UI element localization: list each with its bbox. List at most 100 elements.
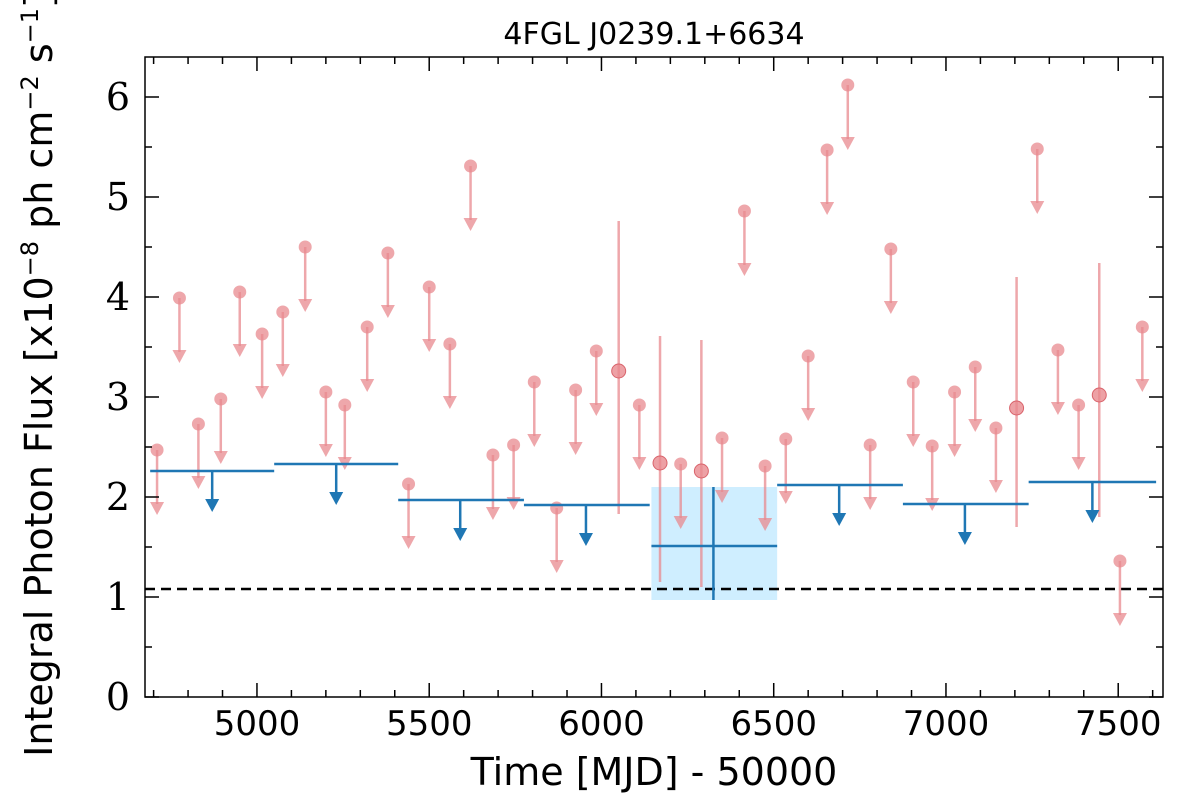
long-bin-upper-limit-arrow [329,492,344,505]
short-bin-upper-limit-point [527,375,541,389]
y-tick-label: 5 [106,175,130,219]
short-bin-upper-limit-point [989,421,1003,435]
short-bin-upper-limit-arrow [485,507,500,520]
short-bin-upper-limit-point [255,327,269,341]
short-bin-upper-limit-point [674,457,688,471]
chart-title: 4FGL J0239.1+6634 [503,17,804,52]
y-axis-label-units: ph cm [17,111,61,241]
short-bin-upper-limit-point [381,246,395,260]
short-bin-upper-limit-point [1072,398,1086,412]
short-bin-upper-limit-arrow [298,299,313,312]
short-bin-upper-limit-point [758,459,772,473]
short-bin-upper-limit-arrow [1030,201,1045,214]
y-tick-label: 2 [106,475,130,519]
short-bin-upper-limit-arrow [527,434,542,447]
short-bin-upper-limit-arrow [801,408,816,421]
x-tick-label: 6500 [730,704,817,744]
long-bin-upper-limit-arrow [832,513,847,526]
short-bin-upper-limit-arrow [883,301,898,314]
short-bin-upper-limit-point [233,285,247,299]
x-tick-label: 7000 [903,704,990,744]
short-bin-upper-limit-point [632,398,646,412]
short-bin-upper-limit-arrow [1071,457,1086,470]
short-bin-upper-limit-arrow [1050,402,1065,415]
short-bin-upper-limit-arrow [255,386,270,399]
short-bin-upper-limit-point [422,280,436,294]
long-bin-upper-limit-arrow [1085,510,1100,523]
short-bin-upper-limit-point [1030,142,1044,156]
short-bin-upper-limit-point [589,344,603,358]
y-tick-label: 0 [106,675,130,719]
short-bin-upper-limit-arrow [463,218,478,231]
short-bin-upper-limit-arrow [275,364,290,377]
short-bin-upper-limit-arrow [172,350,187,363]
short-bin-detection-point [1009,400,1025,416]
y-tick-label: 1 [106,575,130,619]
short-bin-upper-limit-arrow [968,419,983,432]
y-axis-label: Integral Photon Flux [x10−8 ph cm−2 s−1] [16,0,61,757]
short-bin-detection-point [1091,387,1107,403]
short-bin-upper-limit-point [820,143,834,157]
short-bin-detection-point [693,463,709,479]
short-bin-upper-limit-arrow [820,202,835,215]
short-bin-upper-limit-arrow [442,396,457,409]
short-bin-upper-limit-arrow [380,305,395,318]
short-bin-upper-limit-arrow [840,137,855,150]
short-bin-upper-limit-arrow [906,434,921,447]
y-tick-label: 4 [106,275,130,319]
short-bin-detection-point [611,363,627,379]
short-bin-upper-limit-point [801,349,815,363]
short-bin-upper-limit-point [715,431,729,445]
short-bin-upper-limit-arrow [191,476,206,489]
y-axis-label-exponent-1: −8 [16,241,44,276]
x-tick-label: 5500 [386,704,473,744]
short-bin-upper-limit-point [486,448,500,462]
short-bin-upper-limit-arrow [318,444,333,457]
short-bin-upper-limit-point [737,204,751,218]
y-axis-label-close: ] [17,0,61,8]
short-bin-upper-limit-point [507,438,521,452]
short-bin-upper-limit-point [402,477,416,491]
short-bin-upper-limit-arrow [947,444,962,457]
short-bin-upper-limit-arrow [673,516,688,529]
short-bin-upper-limit-point [884,242,898,256]
short-bin-upper-limit-arrow [988,480,1003,493]
short-bin-upper-limit-arrow [213,451,228,464]
short-bin-upper-limit-point [443,337,457,351]
x-axis-label: Time [MJD] - 50000 [470,750,838,794]
short-bin-upper-limit-arrow [1135,379,1150,392]
short-bin-upper-limit-arrow [632,457,647,470]
short-bin-upper-limit-point [150,443,164,457]
short-bin-upper-limit-arrow [401,536,416,549]
short-bin-upper-limit-point [172,291,186,305]
y-axis-label-main: Integral Photon Flux [x10 [17,276,61,757]
short-bin-upper-limit-point [863,438,877,452]
y-axis-label-seconds: s [17,43,61,75]
long-bin-upper-limit-arrow [453,528,468,541]
short-bin-upper-limit-point [319,385,333,399]
short-bin-upper-limit-arrow [549,560,564,573]
short-bin-upper-limit-point [276,305,290,319]
short-bin-upper-limit-point [948,385,962,399]
plot-frame [144,56,1164,698]
short-bin-upper-limit-arrow [150,502,165,515]
long-bin-upper-limit-arrow [578,533,593,546]
short-bin-upper-limit-point [906,375,920,389]
y-axis-label-exponent-3: −1 [16,8,44,43]
short-bin-upper-limit-point [191,417,205,431]
short-bin-upper-limit-point [550,501,564,515]
long-bin-upper-limit-arrow [957,532,972,545]
y-tick-label: 6 [106,75,130,119]
short-bin-upper-limit-arrow [232,344,247,357]
short-bin-upper-limit-point [338,398,352,412]
short-bin-detection-point [652,455,668,471]
short-bin-upper-limit-point [968,360,982,374]
short-bin-upper-limit-arrow [778,491,793,504]
x-tick-label: 5000 [214,704,301,744]
short-bin-upper-limit-point [1113,554,1127,568]
x-tick-label: 6000 [558,704,645,744]
short-bin-upper-limit-arrow [360,379,375,392]
short-bin-upper-limit-arrow [568,442,583,455]
short-bin-upper-limit-arrow [863,497,878,510]
